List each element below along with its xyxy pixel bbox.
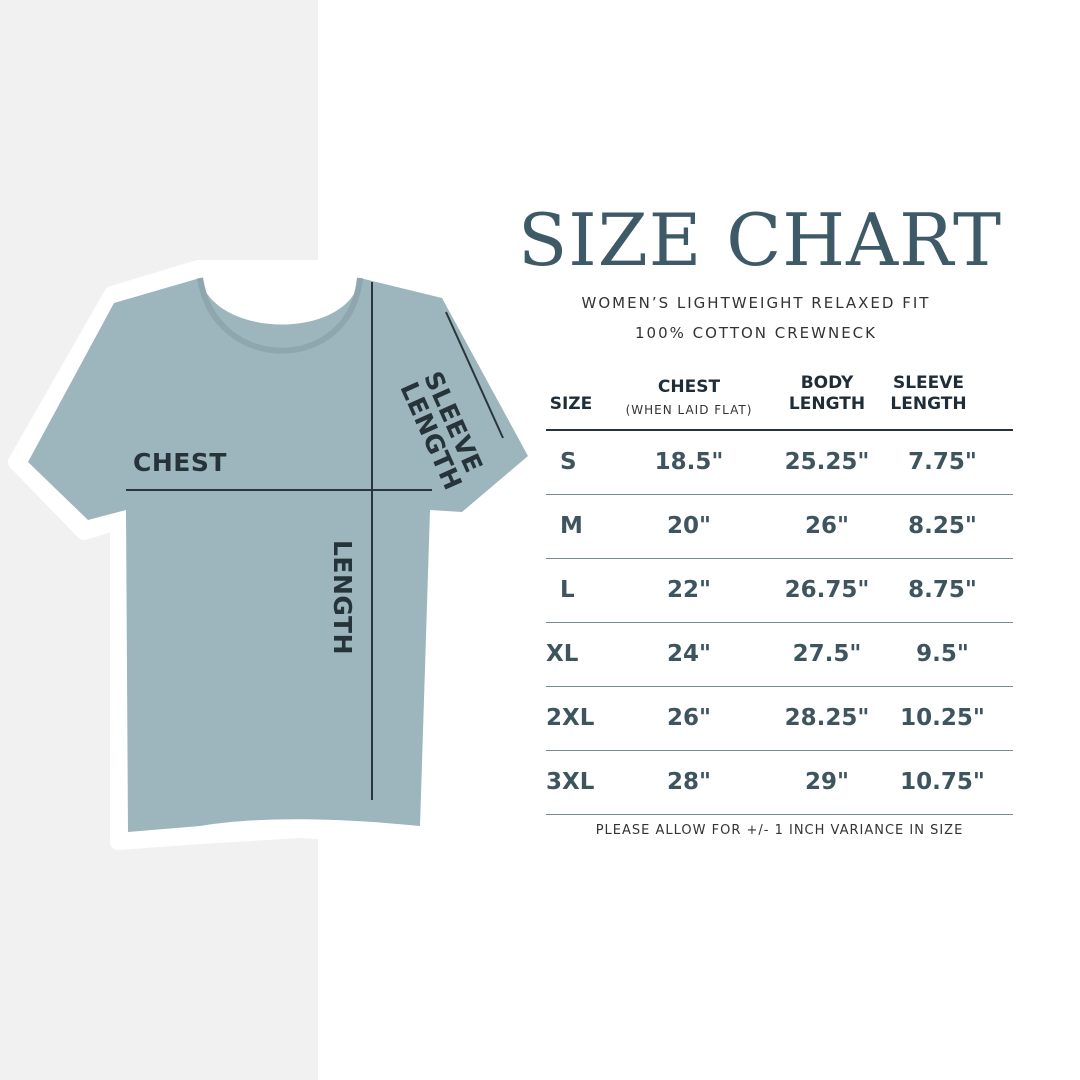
table-row: L 22" 26.75" 8.75" (546, 558, 1013, 623)
cell-size: 2XL (546, 686, 596, 751)
header-chest-label: CHEST (657, 377, 721, 397)
table-row: 2XL 26" 28.25" 10.25" (546, 686, 1013, 751)
cell-chest: 24" (596, 622, 782, 687)
tshirt-body (28, 278, 528, 832)
header-sleeve-length: SLEEVE LENGTH (890, 373, 967, 414)
sleeve-measure-line (445, 311, 504, 439)
cell-body: 26.75" (782, 558, 872, 623)
variance-note: PLEASE ALLOW FOR +/- 1 INCH VARIANCE IN … (595, 823, 964, 838)
cell-size: 3XL (546, 750, 596, 815)
header-body-length: BODY LENGTH (788, 373, 866, 414)
header-chest-note: (WHEN LAID FLAT) (625, 403, 753, 417)
length-label: LENGTH (328, 540, 357, 655)
cell-sleeve: 10.25" (872, 686, 1013, 751)
cell-sleeve: 8.25" (872, 494, 1013, 559)
cell-chest: 20" (596, 494, 782, 559)
cell-size: L (546, 558, 596, 623)
cell-sleeve: 10.75" (872, 750, 1013, 815)
subtitle-line1: WOMEN’S LIGHTWEIGHT RELAXED FIT (581, 294, 931, 312)
cell-chest: 22" (596, 558, 782, 623)
cell-body: 28.25" (782, 686, 872, 751)
tshirt-collar (197, 277, 363, 354)
table-row: M 20" 26" 8.25" (546, 494, 1013, 559)
table-row: 3XL 28" 29" 10.75" (546, 750, 1013, 815)
cell-sleeve: 8.75" (872, 558, 1013, 623)
cell-chest: 28" (596, 750, 782, 815)
header-size: SIZE (549, 394, 593, 414)
page-title: SIZE CHART (517, 198, 1003, 282)
subtitle-line2: 100% COTTON CREWNECK (634, 324, 877, 342)
cell-size: S (546, 430, 596, 495)
cell-size: XL (546, 622, 596, 687)
cell-sleeve: 9.5" (872, 622, 1013, 687)
cell-chest: 18.5" (596, 430, 782, 495)
table-row: S 18.5" 25.25" 7.75" (546, 430, 1013, 495)
size-table: SIZE CHEST (WHEN LAID FLAT) BODY LENGTH S… (546, 370, 1013, 815)
cell-chest: 26" (596, 686, 782, 751)
table-row: XL 24" 27.5" 9.5" (546, 622, 1013, 687)
cell-size: M (546, 494, 596, 559)
cell-sleeve: 7.75" (872, 430, 1013, 495)
chest-label: CHEST (133, 448, 227, 477)
cell-body: 29" (782, 750, 872, 815)
cell-body: 26" (782, 494, 872, 559)
cell-body: 25.25" (782, 430, 872, 495)
cell-body: 27.5" (782, 622, 872, 687)
header-chest: CHEST (WHEN LAID FLAT) (596, 370, 782, 430)
tshirt-illustration (28, 277, 528, 832)
table-header-row: SIZE CHEST (WHEN LAID FLAT) BODY LENGTH S… (546, 370, 1013, 430)
